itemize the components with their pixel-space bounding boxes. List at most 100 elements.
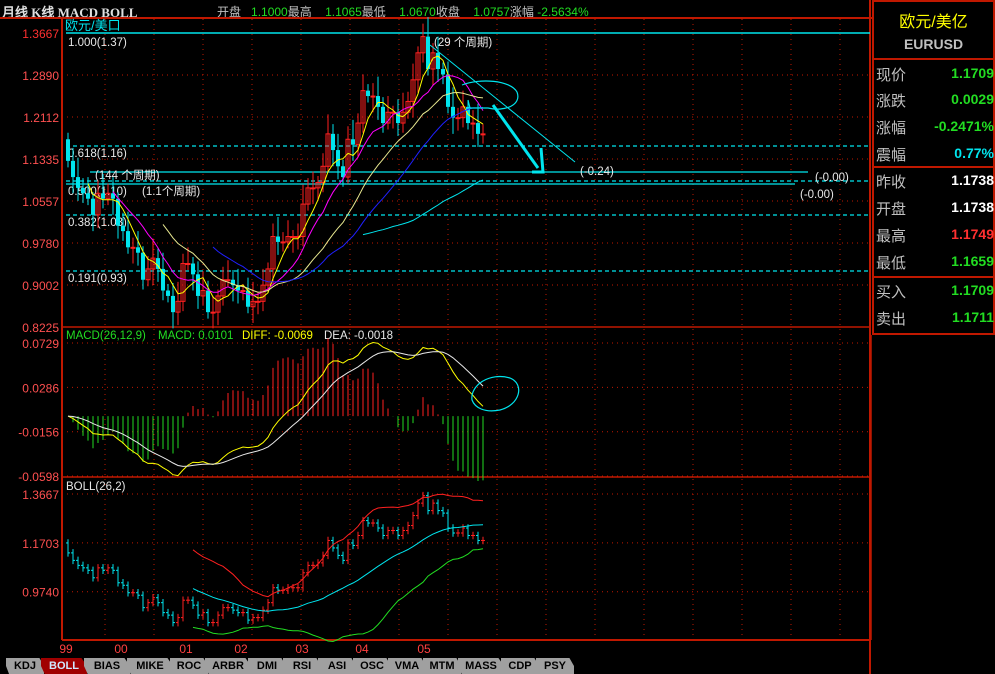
candle-up bbox=[215, 295, 221, 313]
quote-label: 开盘 bbox=[876, 201, 907, 218]
close-value: 1.0757 bbox=[473, 5, 510, 19]
candle-up bbox=[200, 290, 206, 297]
candle-down bbox=[341, 166, 345, 178]
quote-value: -0.2471% bbox=[934, 118, 994, 134]
candle-down bbox=[236, 285, 240, 291]
chart-header: 月线 K线 MACD BOLL 开盘 1.1000最高 1.1065最低 1.0… bbox=[0, 0, 870, 20]
candle-up bbox=[315, 181, 321, 189]
tab-mike[interactable]: MIKE bbox=[127, 658, 173, 674]
tab-rsi[interactable]: RSI bbox=[283, 658, 321, 674]
y-tick-label: 0.9740 bbox=[22, 586, 59, 600]
y-tick-label: 0.0286 bbox=[22, 381, 59, 395]
candle-up bbox=[290, 236, 296, 239]
chart-title: 月线 K线 MACD BOLL bbox=[2, 5, 138, 20]
y-tick-label: 1.3667 bbox=[22, 27, 59, 41]
candle-up bbox=[320, 165, 326, 183]
candle-down bbox=[111, 193, 115, 199]
quote-label: 买入 bbox=[876, 284, 907, 301]
quote-value: 1.1711 bbox=[951, 309, 994, 325]
candle-down bbox=[141, 252, 145, 280]
candle-down bbox=[441, 69, 445, 75]
y-tick-label: 1.1703 bbox=[22, 537, 59, 551]
quote-row: 昨收 1.1738 bbox=[874, 169, 994, 191]
candle-down bbox=[126, 231, 130, 248]
candle-down bbox=[336, 150, 340, 167]
candle-down bbox=[331, 133, 335, 151]
candle-up bbox=[180, 263, 186, 302]
quote-label: 最高 bbox=[876, 228, 907, 245]
quote-label: 最低 bbox=[876, 255, 907, 272]
x-tick-label: 99 bbox=[59, 642, 73, 656]
quote-row: 卖出 1.1711 bbox=[874, 306, 994, 328]
tab-dmi[interactable]: DMI bbox=[248, 658, 286, 674]
y-tick-label: 0.9780 bbox=[22, 237, 59, 251]
quote-label: 昨收 bbox=[876, 174, 907, 191]
candle-up bbox=[185, 263, 191, 266]
quote-summary: 开盘 1.1000最高 1.1065最低 1.0670收盘 1.0757涨幅 -… bbox=[217, 3, 589, 20]
quote-row: 现价 1.1709 bbox=[874, 62, 994, 84]
candle-down bbox=[121, 225, 125, 232]
candle-down bbox=[381, 106, 385, 124]
tab-roc[interactable]: ROC bbox=[170, 658, 208, 674]
diff-line bbox=[67, 341, 484, 477]
x-tick-label: 05 bbox=[417, 642, 431, 656]
tab-psy[interactable]: PSY bbox=[536, 658, 574, 674]
chart-area[interactable]: 1.3667 1.2890 1.2112 1.1335 1.0557 0.9780 0.90… bbox=[0, 0, 872, 674]
candle-up bbox=[130, 246, 136, 249]
tab-mass[interactable]: MASS bbox=[458, 658, 504, 674]
candle-down bbox=[71, 160, 75, 178]
low-label: 最低 bbox=[361, 5, 386, 19]
candle-up bbox=[265, 268, 271, 286]
tab-vma[interactable]: VMA bbox=[388, 658, 426, 674]
quote-row: 涨跌 0.0029 bbox=[874, 88, 994, 110]
candle-up bbox=[420, 36, 426, 54]
candle-down bbox=[156, 258, 160, 269]
candle-down bbox=[66, 139, 70, 161]
candle-up bbox=[145, 268, 151, 281]
y-tick-label: 1.2112 bbox=[23, 111, 59, 125]
tab-osc[interactable]: OSC bbox=[353, 658, 391, 674]
ma10-line bbox=[112, 74, 484, 296]
tab-kdj[interactable]: KDJ bbox=[6, 658, 44, 674]
divider bbox=[874, 276, 994, 278]
candle-down bbox=[426, 36, 430, 70]
candle-up bbox=[95, 192, 101, 216]
trend-line bbox=[429, 44, 576, 163]
tab-asi[interactable]: ASI bbox=[318, 658, 356, 674]
tab-arbr[interactable]: ARBR bbox=[205, 658, 251, 674]
candle-down bbox=[86, 193, 90, 199]
tab-mtm[interactable]: MTM bbox=[423, 658, 461, 674]
candle-down bbox=[196, 274, 200, 296]
quote-row: 震幅 0.77% bbox=[874, 142, 994, 164]
high-label: 最高 bbox=[287, 5, 312, 19]
change-value: -2.5634% bbox=[537, 5, 589, 19]
tab-cdp[interactable]: CDP bbox=[501, 658, 539, 674]
annotation-label: (144 个周期) bbox=[95, 169, 160, 182]
quote-label: 震幅 bbox=[876, 147, 907, 164]
tab-boll[interactable]: BOLL bbox=[41, 658, 87, 674]
annotation-label: 1.000(1.37) bbox=[68, 37, 127, 49]
candle-up bbox=[280, 241, 286, 244]
candle-up bbox=[400, 111, 406, 124]
candle-up bbox=[300, 203, 306, 238]
circle-annotation bbox=[461, 80, 519, 110]
quote-label: 卖出 bbox=[876, 311, 907, 328]
candle-up bbox=[175, 300, 181, 313]
quote-row: 涨幅 -0.2471% bbox=[874, 115, 994, 137]
open-label: 开盘 bbox=[217, 5, 242, 19]
tab-bias[interactable]: BIAS bbox=[84, 658, 130, 674]
annotation-label: 0.382(1.03) bbox=[68, 217, 127, 229]
boll-lower-line bbox=[192, 548, 484, 643]
y-tick-label: 1.3667 bbox=[22, 488, 59, 502]
candle-down bbox=[81, 187, 85, 194]
annotation-label: (1.1个周期) bbox=[142, 185, 200, 198]
candle-down bbox=[206, 290, 210, 313]
circle-annotation bbox=[471, 376, 520, 412]
quote-row: 最低 1.1659 bbox=[874, 250, 994, 272]
dea-line bbox=[67, 351, 484, 467]
candle-down bbox=[91, 198, 95, 215]
candle-down bbox=[436, 52, 440, 70]
y-tick-label: 0.8225 bbox=[22, 321, 59, 335]
quote-value: 0.77% bbox=[954, 145, 994, 161]
candle-down bbox=[276, 236, 280, 242]
